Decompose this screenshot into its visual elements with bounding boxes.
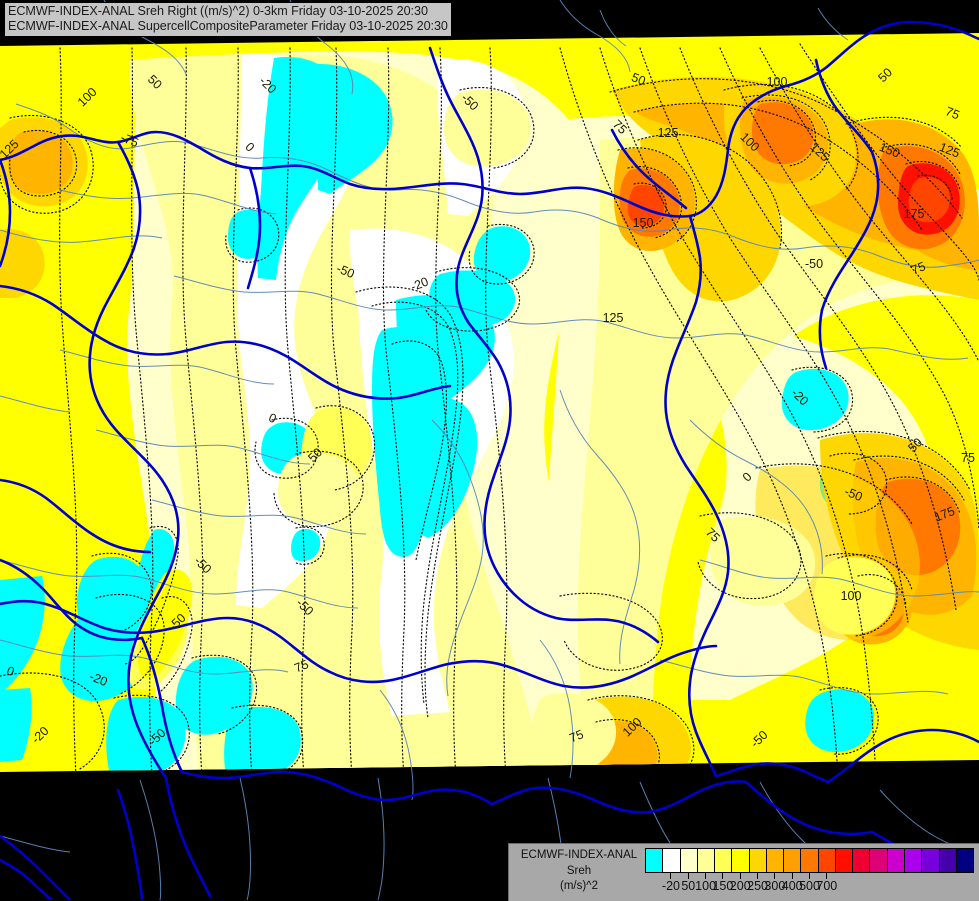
colorbar-tick (774, 873, 776, 879)
contour-label: 125 (603, 311, 624, 325)
colorbar-tick (739, 873, 741, 879)
contour-label: -50 (805, 257, 823, 271)
contour-label: 125 (658, 126, 679, 140)
contour-label: -20 (87, 669, 109, 689)
contour-label: 75 (567, 727, 585, 745)
colorbar-swatch (887, 849, 905, 872)
contour-label: -50 (842, 484, 864, 504)
colorbar-tick (826, 873, 828, 879)
colorbar-tick-label: 700 (816, 879, 838, 893)
colorbar-swatch (853, 849, 871, 872)
contour-label: 100 (767, 75, 788, 89)
colorbar-swatch (646, 849, 664, 872)
title-line-2: ECMWF-INDEX-ANAL SupercellCompositeParam… (8, 19, 448, 33)
contour-label: 0 (5, 663, 17, 679)
colorbar-tick-label: 50 (681, 879, 696, 893)
colorbar-swatch (922, 849, 940, 872)
colorbar-swatch (939, 849, 957, 872)
contour-label: 150 (633, 216, 654, 230)
colorbar-swatch (835, 849, 854, 872)
colorbar-tick (670, 873, 672, 879)
colorbar-tick-label: 100 (695, 879, 717, 893)
colorbar-swatch (956, 849, 974, 872)
colorbar-swatch (749, 849, 767, 872)
colorbar-swatch (784, 849, 802, 872)
colorbar-tick-label: 500 (799, 879, 820, 893)
legend-field-name: Sreh (566, 864, 592, 877)
colorbar-tick-label: -20 (661, 879, 681, 893)
legend-units: (m/s)^2 (560, 880, 598, 892)
contour-label: -20 (408, 274, 430, 294)
borders-layer (0, 20, 979, 900)
colorbar-swatch (732, 849, 750, 872)
contour-label: -50 (334, 261, 356, 281)
contour-label: -75 (118, 130, 140, 150)
title-box: ECMWF-INDEX-ANAL Sreh Right ((m/s)^2) 0-… (4, 2, 452, 37)
colorbar-tick-label: 250 (747, 879, 768, 893)
colorbar-tick (809, 873, 810, 879)
contour-label: 75 (961, 451, 975, 465)
contour-label: 75 (909, 259, 927, 277)
colorbar-tick (791, 873, 793, 879)
contour-label: 0 (267, 410, 279, 426)
contour-label: 100 (841, 589, 862, 603)
colorbar-swatch (904, 849, 923, 872)
colorbar-swatch (697, 849, 716, 872)
colorbar-swatch (680, 849, 698, 872)
contour-label: 50 (629, 70, 647, 88)
colorbar-tick (757, 873, 759, 879)
legend-model-name: ECMWF-INDEX-ANAL (520, 849, 638, 861)
colorbar-tick-label: 300 (764, 879, 786, 893)
colorbar[interactable] (645, 848, 974, 873)
colorbar-tick (687, 873, 689, 879)
colorbar-tick (722, 873, 724, 879)
colorbar-swatch (818, 849, 836, 872)
colorbar-swatch (870, 849, 888, 872)
colorbar-swatch (715, 849, 733, 872)
colorbar-swatch (766, 849, 785, 872)
legend-box: ECMWF-INDEX-ANAL Sreh (m/s)^2 -20 50 100 15… (508, 843, 979, 901)
colorbar-swatch (801, 849, 819, 872)
colorbar-swatch (663, 849, 681, 872)
colorbar-ticks (645, 873, 976, 880)
contour-label: 75 (292, 657, 310, 675)
colorbar-tick-label: 200 (729, 879, 751, 893)
legend-caption: ECMWF-INDEX-ANAL Sreh (m/s)^2 (515, 848, 643, 895)
contour-label: 175 (904, 207, 925, 221)
contour-label: 75 (943, 104, 961, 122)
colorbar-tick (705, 873, 707, 879)
colorbar-tick-labels: -20 50 100 150 200 250 300 400 500 700 (645, 878, 976, 898)
title-line-1: ECMWF-INDEX-ANAL Sreh Right ((m/s)^2) 0-… (8, 4, 428, 18)
colorbar-tick-label: 400 (781, 879, 803, 893)
colorbar-tick-label: 150 (712, 879, 734, 893)
data-domain (0, 33, 979, 772)
